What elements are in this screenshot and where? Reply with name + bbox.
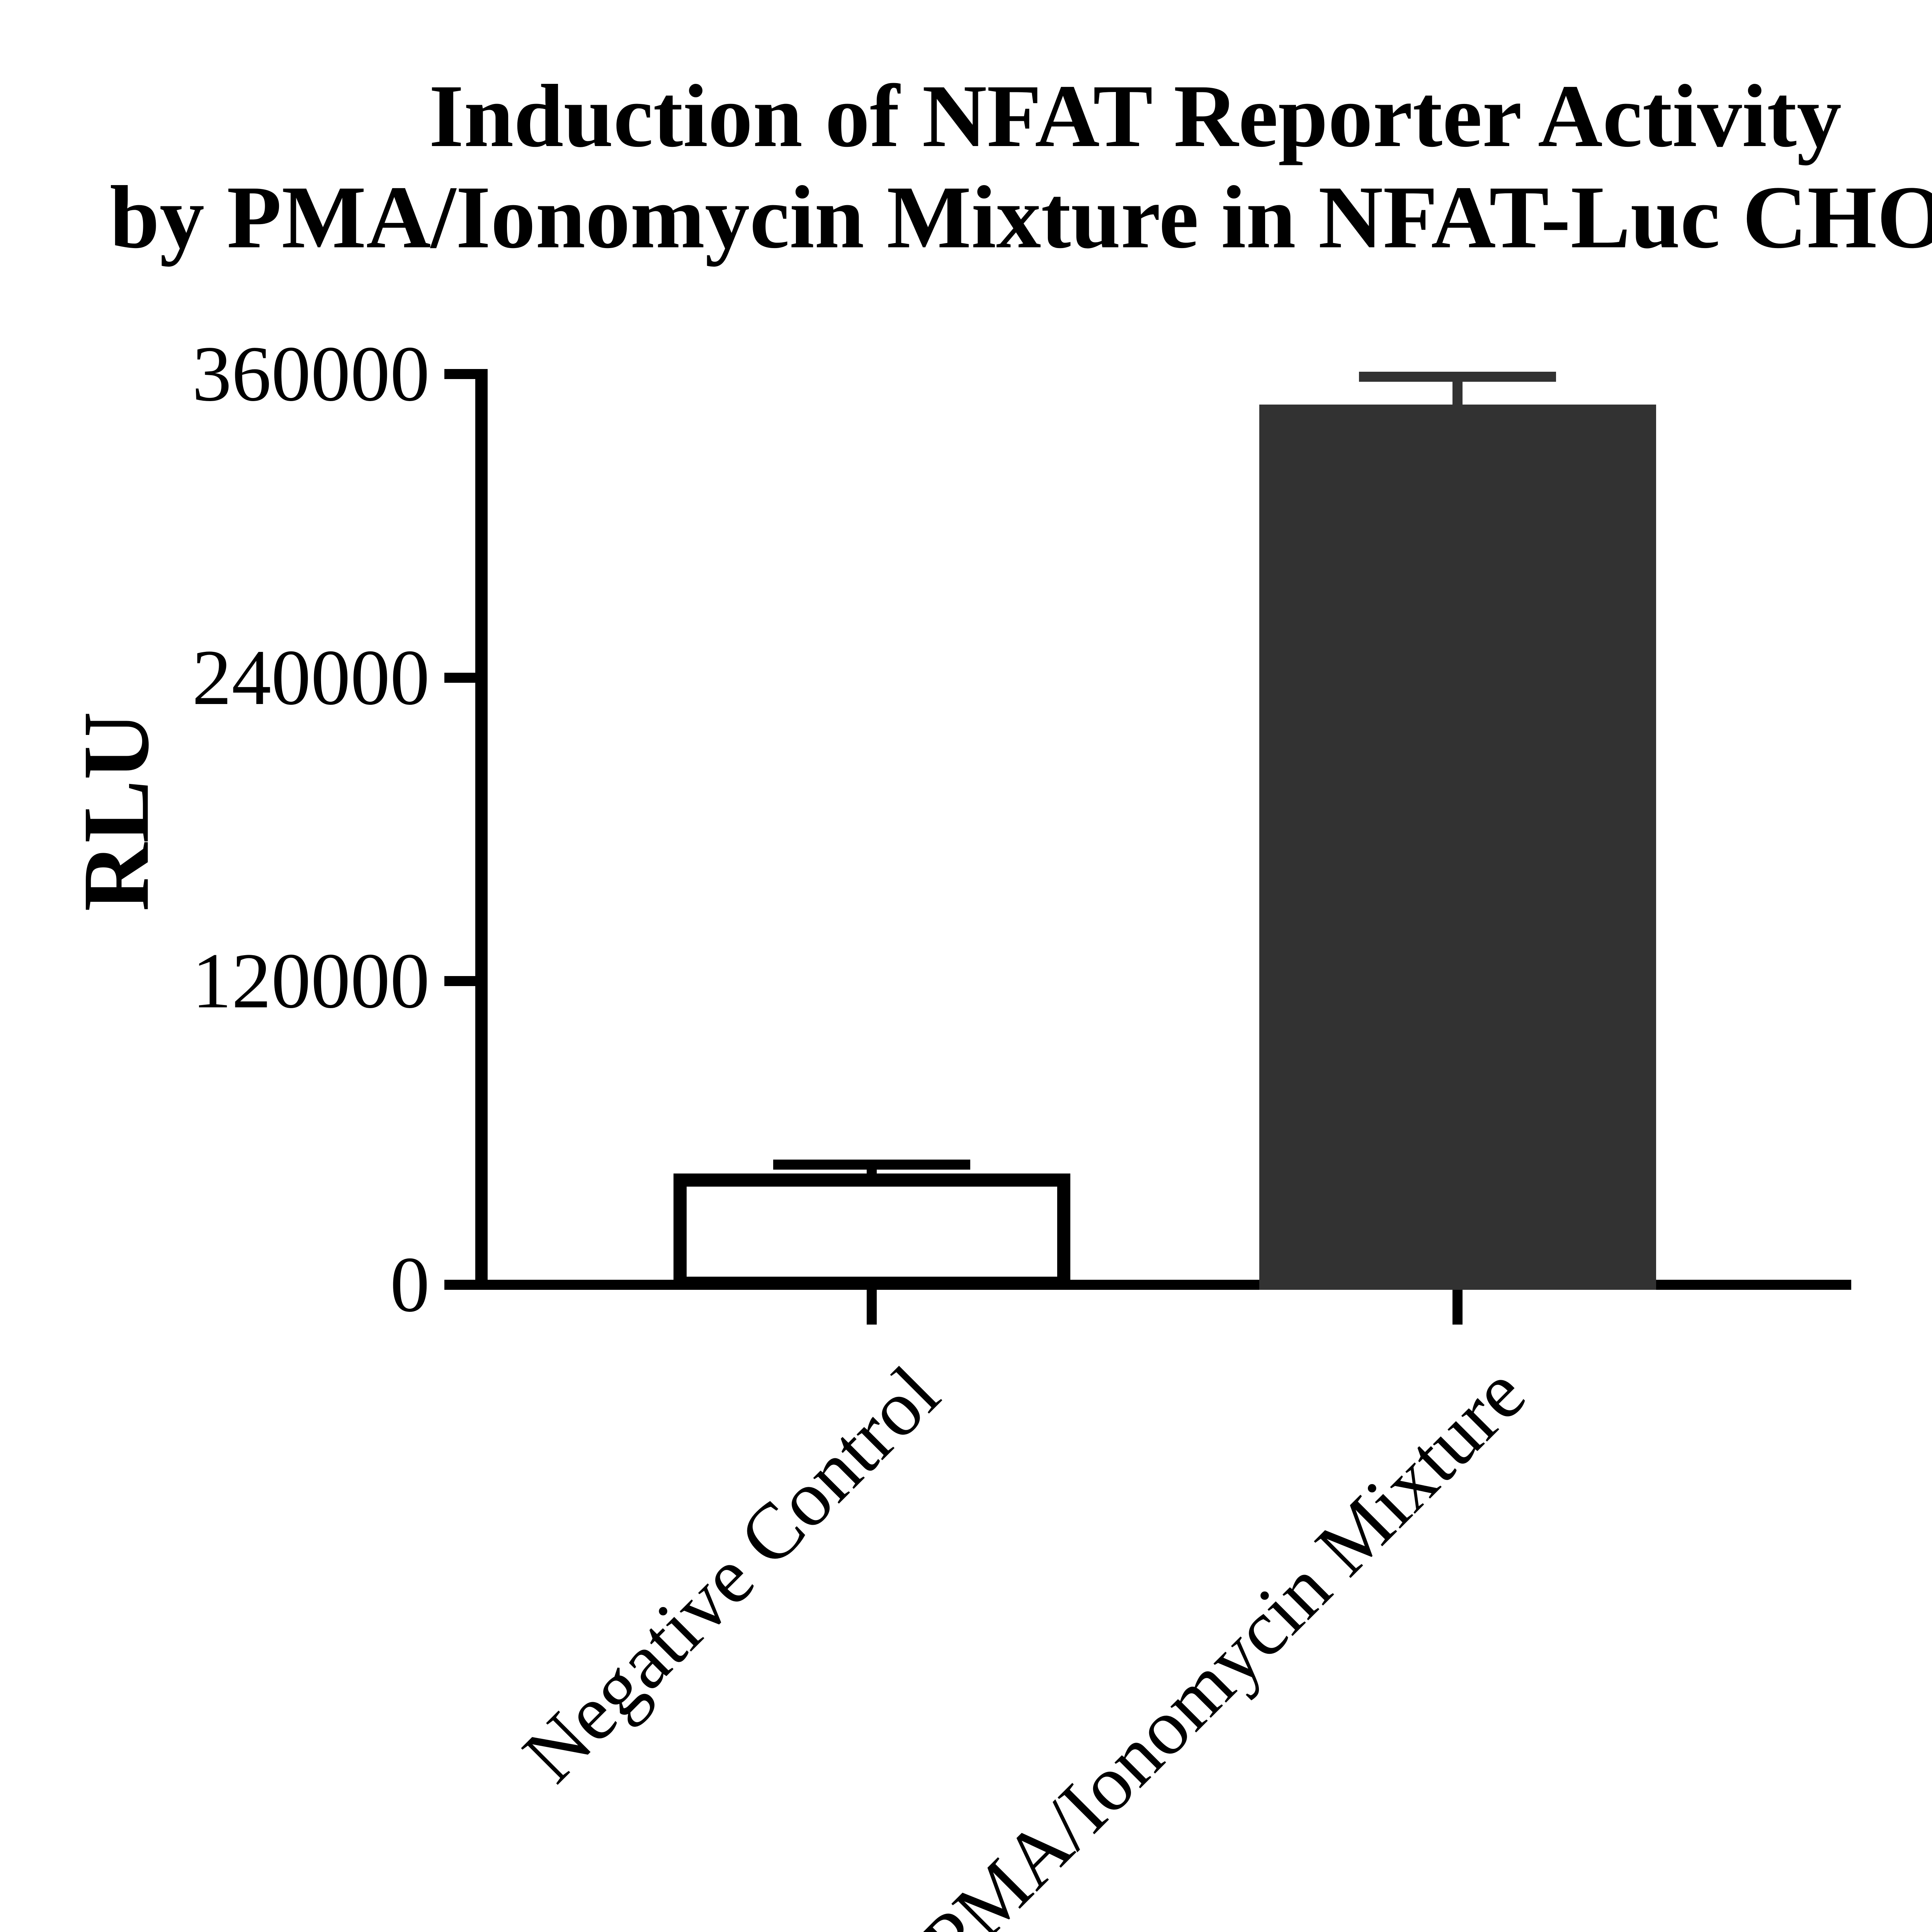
chart-title-line-1: Induction of NFAT Reporter Activity bbox=[429, 66, 1842, 166]
y-axis-label: RLU bbox=[63, 711, 168, 912]
x-category-label: Negative Control bbox=[506, 1349, 956, 1799]
y-tick-label: 360000 bbox=[192, 330, 430, 418]
x-tick-mark bbox=[1452, 1290, 1463, 1325]
y-tick-mark bbox=[444, 369, 488, 379]
y-axis-line bbox=[475, 369, 488, 1290]
bar-negative-control bbox=[673, 1173, 1070, 1290]
error-bar-cap bbox=[773, 1160, 970, 1170]
y-tick-label: 240000 bbox=[192, 633, 430, 721]
y-tick-mark bbox=[444, 1280, 488, 1290]
y-tick-label: 0 bbox=[390, 1241, 430, 1328]
error-bar-cap bbox=[1359, 371, 1556, 382]
x-category-label: PMA/Ionomycin Mixture bbox=[905, 1349, 1542, 1932]
y-tick-mark bbox=[444, 976, 488, 986]
chart-title: Induction of NFAT Reporter Activity by P… bbox=[0, 66, 1932, 268]
error-bar-stem bbox=[1452, 376, 1463, 418]
chart-title-line-2: by PMA/Ionomycin Mixture in NFAT-Luc CHO… bbox=[109, 168, 1932, 267]
y-tick-mark bbox=[444, 672, 488, 683]
y-tick-label: 120000 bbox=[192, 937, 430, 1025]
x-tick-mark bbox=[867, 1290, 877, 1325]
bar-pma-ionomycin-mixture bbox=[1259, 404, 1656, 1290]
